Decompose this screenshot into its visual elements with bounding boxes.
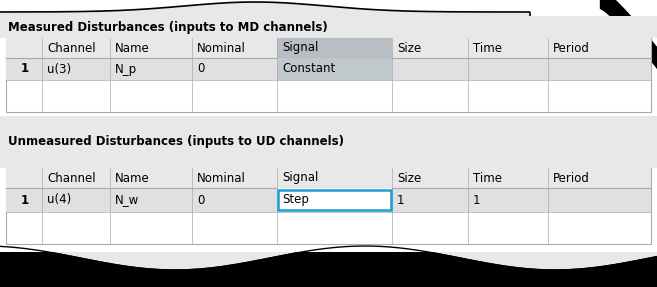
Text: Unmeasured Disturbances (inputs to UD channels): Unmeasured Disturbances (inputs to UD ch… xyxy=(8,135,344,148)
Text: 0: 0 xyxy=(197,193,204,207)
Text: Size: Size xyxy=(397,42,421,55)
Bar xyxy=(0,116,657,168)
Bar xyxy=(277,188,392,212)
Text: Signal: Signal xyxy=(282,172,319,185)
Bar xyxy=(6,188,651,212)
Text: Channel: Channel xyxy=(47,172,96,185)
Text: 1: 1 xyxy=(21,193,29,207)
Text: Name: Name xyxy=(115,42,150,55)
Text: N_w: N_w xyxy=(115,193,139,207)
Text: Time: Time xyxy=(473,42,502,55)
Bar xyxy=(6,38,651,58)
Bar xyxy=(277,58,392,80)
Text: Constant: Constant xyxy=(282,63,335,75)
Text: Name: Name xyxy=(115,172,150,185)
Text: Time: Time xyxy=(473,172,502,185)
Text: u(4): u(4) xyxy=(47,193,71,207)
Text: 1: 1 xyxy=(473,193,480,207)
Text: Measured Disturbances (inputs to MD channels): Measured Disturbances (inputs to MD chan… xyxy=(8,20,328,34)
Bar xyxy=(0,16,657,252)
Bar xyxy=(6,168,651,188)
Bar xyxy=(6,168,651,244)
Text: 0: 0 xyxy=(197,63,204,75)
Text: Period: Period xyxy=(553,42,590,55)
Text: Nominal: Nominal xyxy=(197,42,246,55)
Text: Signal: Signal xyxy=(282,42,319,55)
Bar xyxy=(6,38,651,112)
Text: Nominal: Nominal xyxy=(197,172,246,185)
Text: Step: Step xyxy=(282,193,309,207)
Bar xyxy=(6,58,651,80)
Bar xyxy=(278,190,391,210)
Bar xyxy=(0,16,657,38)
Text: Size: Size xyxy=(397,172,421,185)
Bar xyxy=(277,38,392,58)
Text: N_p: N_p xyxy=(115,63,137,75)
Text: u(3): u(3) xyxy=(47,63,71,75)
Text: Channel: Channel xyxy=(47,42,96,55)
Text: Period: Period xyxy=(553,172,590,185)
Text: 1: 1 xyxy=(397,193,405,207)
Text: 1: 1 xyxy=(21,63,29,75)
